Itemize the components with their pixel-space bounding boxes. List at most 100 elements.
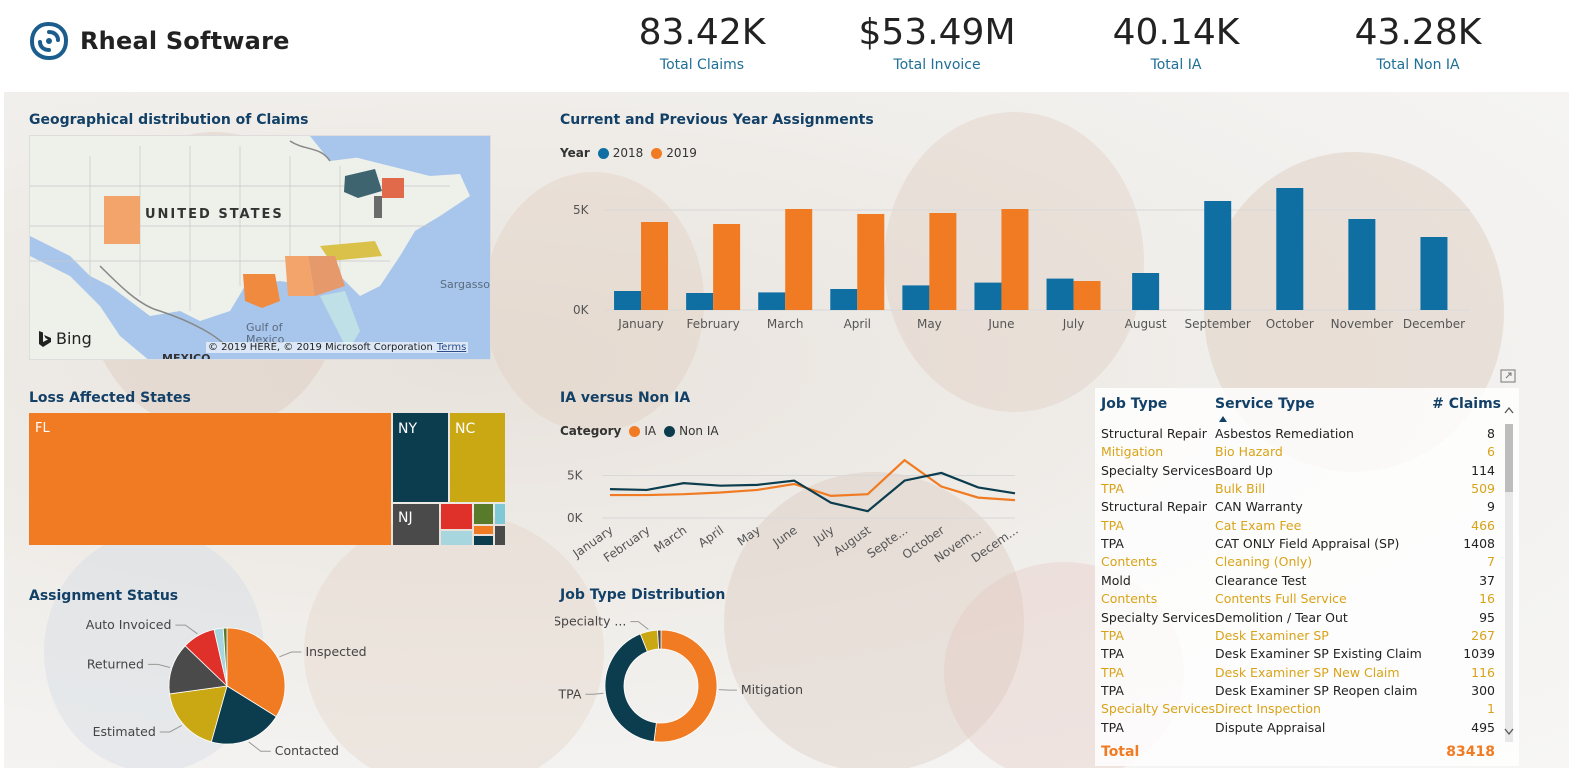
treemap-tile-small[interactable] xyxy=(495,504,505,524)
treemap-tile-small[interactable] xyxy=(474,526,493,534)
cell-job-type: Specialty Services xyxy=(1101,701,1216,717)
pie-slice-returned[interactable] xyxy=(168,645,228,695)
bar-2019-march[interactable] xyxy=(785,209,813,310)
table-row[interactable]: TPA Desk Examiner SP 267 xyxy=(1101,628,1495,646)
table-row[interactable]: TPA Desk Examiner SP New Claim 116 xyxy=(1101,665,1495,683)
cell-service-type: CAN Warranty xyxy=(1215,499,1303,515)
pie-slice-contacted[interactable] xyxy=(210,685,277,745)
table-row[interactable]: Specialty Services Direct Inspection 1 xyxy=(1101,701,1495,719)
pie-slice-inspected[interactable] xyxy=(226,627,286,718)
table-row[interactable]: TPA Bulk Bill 509 xyxy=(1101,481,1495,499)
treemap-tile-small[interactable] xyxy=(474,504,493,524)
scroll-down-icon[interactable] xyxy=(1504,728,1514,736)
state-ga[interactable] xyxy=(308,256,345,296)
claims-table[interactable]: Job Type Service Type # Claims Structura… xyxy=(1095,388,1519,766)
bar-2019-may[interactable] xyxy=(929,213,957,310)
state-utah[interactable] xyxy=(104,196,140,244)
state-fl[interactable] xyxy=(320,291,360,351)
table-row[interactable]: TPA Dispute Appraisal 495 xyxy=(1101,720,1495,738)
sort-ascending-icon[interactable] xyxy=(1219,416,1227,422)
legend-item-2019[interactable]: 2019 xyxy=(666,146,697,160)
legend-dot-2018 xyxy=(597,147,609,159)
line-ia[interactable] xyxy=(610,458,1016,502)
donut-slice-mitigation[interactable] xyxy=(653,629,718,743)
table-row[interactable]: Contents Cleaning (Only) 7 xyxy=(1101,554,1495,572)
bar-2018-january[interactable] xyxy=(614,291,642,310)
treemap-tile-small[interactable] xyxy=(474,536,493,545)
header-job-type[interactable]: Job Type xyxy=(1101,396,1168,412)
treemap-tile-small[interactable] xyxy=(441,531,472,545)
bar-2019-april[interactable] xyxy=(857,214,885,310)
table-row[interactable]: Specialty Services Board Up 114 xyxy=(1101,463,1495,481)
table-row[interactable]: TPA Desk Examiner SP Reopen claim 300 xyxy=(1101,683,1495,701)
assignment-status-pie[interactable]: Inspected Contacted Estimated Returned Auto … xyxy=(29,610,499,768)
terms-link[interactable]: Terms xyxy=(436,342,467,353)
bar-2018-august[interactable] xyxy=(1132,273,1160,310)
donut-slice-other[interactable] xyxy=(657,629,662,650)
legend-item-non-ia[interactable]: Non IA xyxy=(679,424,719,438)
pie-slice-other-2[interactable] xyxy=(222,627,228,687)
bar-2018-july[interactable] xyxy=(1046,278,1074,310)
state-ma[interactable] xyxy=(382,178,404,198)
total-value: 83418 xyxy=(1446,744,1495,760)
total-label: Total xyxy=(1101,744,1140,760)
bar-2019-july[interactable] xyxy=(1073,281,1101,310)
state-la[interactable] xyxy=(243,274,280,308)
assignments-bar-chart[interactable]: 0K 5K January February March April May June July… xyxy=(555,170,1485,340)
x-tick-label: December xyxy=(1403,317,1465,331)
bar-2019-june[interactable] xyxy=(1001,209,1029,310)
x-tick-label: May xyxy=(917,317,942,331)
legend-item-ia[interactable]: IA xyxy=(644,424,657,438)
bar-2018-june[interactable] xyxy=(974,282,1002,310)
x-tick-label: July xyxy=(810,523,837,547)
state-ga-west[interactable] xyxy=(285,256,315,296)
bar-2018-february[interactable] xyxy=(686,293,714,310)
legend-item-2018[interactable]: 2018 xyxy=(612,146,644,160)
bar-2018-november[interactable] xyxy=(1348,219,1376,310)
bar-2019-january[interactable] xyxy=(641,222,669,310)
line-non-ia[interactable] xyxy=(609,471,1016,513)
table-row[interactable]: TPA Cat Exam Fee 466 xyxy=(1101,518,1495,536)
scrollbar-thumb[interactable] xyxy=(1505,424,1513,492)
table-row[interactable]: Specialty Services Demolition / Tear Out 9… xyxy=(1101,610,1495,628)
table-scrollbar[interactable] xyxy=(1505,424,1513,742)
table-row[interactable]: TPA Desk Examiner SP Existing Claim 1039 xyxy=(1101,646,1495,664)
focus-mode-icon[interactable] xyxy=(1500,369,1516,383)
bar-2018-march[interactable] xyxy=(758,292,786,310)
header-claims[interactable]: # Claims xyxy=(1432,396,1501,412)
pie-slice-estimated[interactable] xyxy=(169,685,228,743)
scroll-up-icon[interactable] xyxy=(1504,406,1514,414)
treemap-tile-ny[interactable]: NY xyxy=(393,413,448,502)
state-nj[interactable] xyxy=(374,196,382,218)
bar-2019-february[interactable] xyxy=(713,224,741,310)
treemap-tile-nc[interactable]: NC xyxy=(450,413,505,502)
treemap-tile-small[interactable] xyxy=(495,526,505,545)
loss-states-treemap[interactable]: FL NY NC NJ xyxy=(29,413,505,545)
kpi-total-invoice: $53.49M Total Invoice xyxy=(827,12,1047,73)
tile-label: NJ xyxy=(398,510,413,526)
claims-map[interactable]: UNITED STATES Gulf of Mexico Sargasso ME… xyxy=(29,135,491,360)
table-row[interactable]: Structural Repair CAN Warranty 9 xyxy=(1101,499,1495,517)
bar-2018-september[interactable] xyxy=(1204,201,1232,310)
cell-job-type: TPA xyxy=(1101,517,1124,533)
bar-2018-october[interactable] xyxy=(1276,188,1304,310)
treemap-tile-fl[interactable]: FL xyxy=(29,413,391,545)
table-row[interactable]: Structural Repair Asbestos Remediation 8 xyxy=(1101,426,1495,444)
table-row[interactable]: TPA CAT ONLY Field Appraisal (SP) 1408 xyxy=(1101,536,1495,554)
table-row[interactable]: Mitigation Bio Hazard 6 xyxy=(1101,444,1495,462)
state-nc[interactable] xyxy=(320,241,382,261)
table-row[interactable]: Mold Clearance Test 37 xyxy=(1101,573,1495,591)
treemap-tile-small[interactable] xyxy=(441,504,472,529)
job-type-donut[interactable]: Mitigation TPA Specialty ... xyxy=(555,610,855,768)
bar-2018-april[interactable] xyxy=(830,289,858,310)
table-row[interactable]: Contents Contents Full Service 16 xyxy=(1101,591,1495,609)
treemap-tile-nj[interactable]: NJ xyxy=(393,504,439,545)
cell-service-type: Desk Examiner SP New Claim xyxy=(1215,664,1400,680)
bar-2018-may[interactable] xyxy=(902,285,930,310)
header-service-type[interactable]: Service Type xyxy=(1215,396,1315,412)
state-ny[interactable] xyxy=(344,169,382,198)
cell-claims: 116 xyxy=(1471,664,1495,680)
bar-2018-december[interactable] xyxy=(1420,237,1448,310)
cell-claims: 8 xyxy=(1487,426,1495,441)
